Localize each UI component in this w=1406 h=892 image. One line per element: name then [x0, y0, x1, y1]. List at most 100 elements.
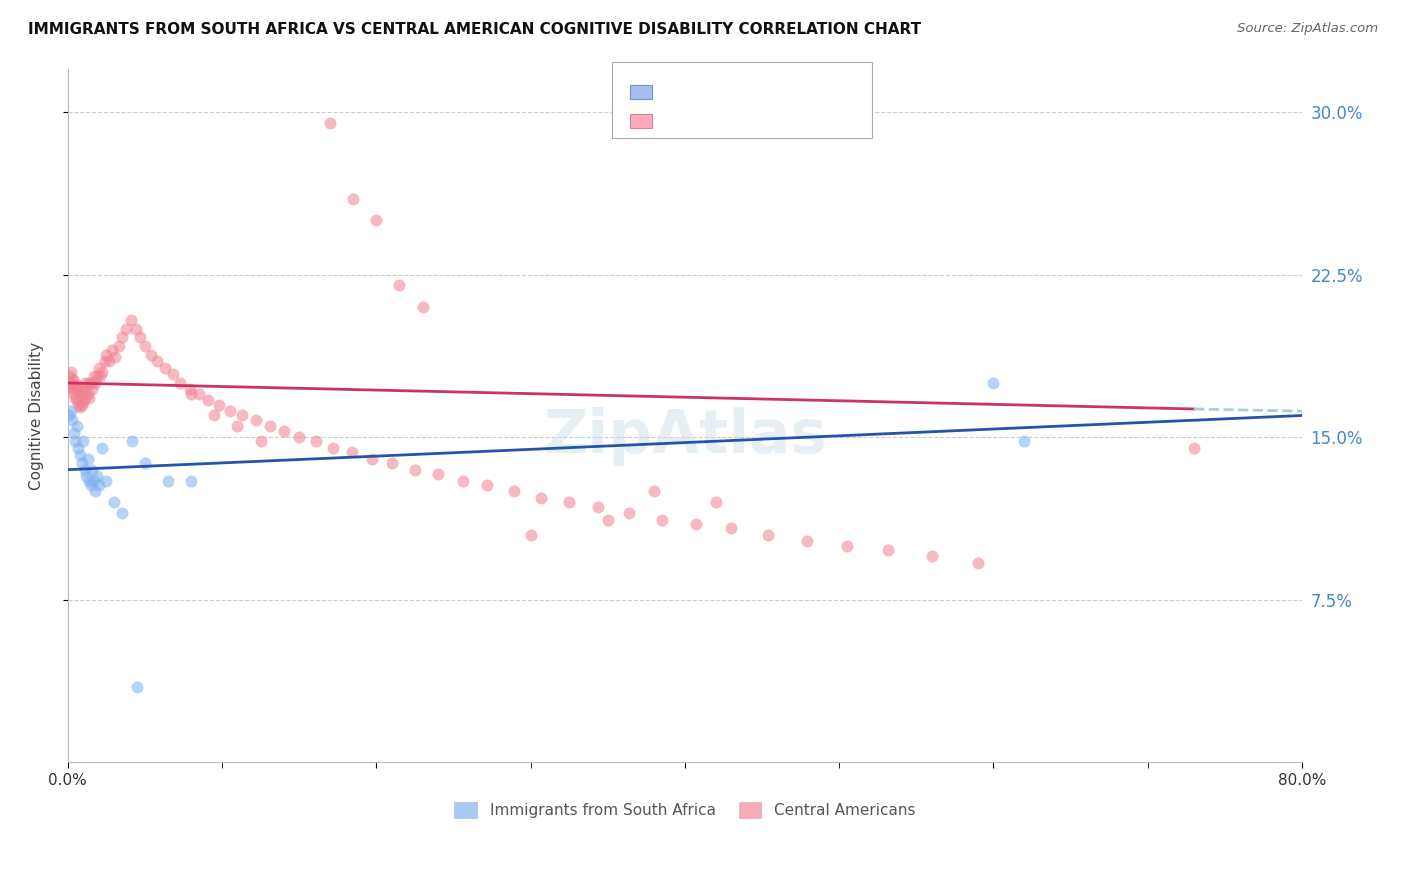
Point	[502, 484, 524, 499]
Point	[87, 478, 110, 492]
Point	[70, 456, 93, 470]
Point	[366, 213, 388, 227]
Point	[967, 556, 990, 570]
Point	[273, 424, 295, 438]
Point	[66, 380, 89, 394]
Point	[226, 419, 249, 434]
Point	[530, 491, 553, 505]
Point	[180, 386, 202, 401]
Point	[65, 434, 87, 449]
Point	[66, 393, 89, 408]
Point	[134, 339, 156, 353]
Point	[134, 456, 156, 470]
Text: R =: R =	[662, 71, 696, 87]
Point	[65, 378, 87, 392]
Point	[67, 398, 90, 412]
Point	[96, 474, 118, 488]
Point	[381, 456, 404, 470]
Point	[87, 360, 110, 375]
Point	[72, 434, 94, 449]
Point	[340, 445, 363, 459]
Point	[84, 484, 107, 499]
Point	[72, 395, 94, 409]
Point	[704, 495, 727, 509]
Point	[477, 478, 499, 492]
Point	[96, 348, 118, 362]
Point	[796, 534, 818, 549]
Point	[983, 376, 1005, 390]
Point	[90, 441, 112, 455]
Point	[588, 500, 610, 514]
Point	[305, 434, 328, 449]
Text: R =: R =	[662, 101, 696, 116]
Point	[404, 463, 426, 477]
Point	[60, 383, 83, 397]
Point	[451, 474, 474, 488]
Point	[921, 549, 943, 564]
Text: -0.173: -0.173	[690, 101, 740, 116]
Point	[66, 419, 89, 434]
Point	[82, 383, 104, 397]
Point	[129, 330, 152, 344]
Point	[643, 484, 665, 499]
Point	[70, 386, 93, 401]
Point	[202, 409, 225, 423]
Point	[89, 369, 111, 384]
Point	[1012, 434, 1035, 449]
Point	[146, 354, 169, 368]
Point	[104, 350, 127, 364]
Point	[93, 354, 115, 368]
Point	[127, 680, 149, 694]
Point	[519, 527, 541, 541]
Point	[685, 516, 707, 531]
Point	[70, 398, 93, 412]
Point	[322, 441, 344, 455]
Point	[153, 360, 176, 375]
Point	[319, 116, 342, 130]
Text: N =: N =	[758, 101, 801, 116]
Point	[59, 380, 82, 394]
Point	[124, 322, 146, 336]
Point	[83, 474, 105, 488]
Text: N =: N =	[758, 71, 801, 87]
Point	[360, 451, 382, 466]
Text: IMMIGRANTS FROM SOUTH AFRICA VS CENTRAL AMERICAN COGNITIVE DISABILITY CORRELATIO: IMMIGRANTS FROM SOUTH AFRICA VS CENTRAL …	[28, 22, 921, 37]
Point	[169, 376, 191, 390]
Point	[77, 391, 100, 405]
Point	[179, 383, 201, 397]
Point	[76, 451, 98, 466]
Point	[111, 506, 134, 520]
Text: 31: 31	[803, 71, 830, 87]
Point	[73, 376, 96, 390]
Point	[208, 398, 231, 412]
Point	[77, 376, 100, 390]
Point	[83, 369, 105, 384]
Point	[63, 374, 86, 388]
Point	[60, 371, 83, 385]
Point	[342, 192, 364, 206]
Point	[103, 495, 125, 509]
Point	[86, 369, 108, 384]
Point	[69, 386, 91, 401]
Point	[835, 539, 858, 553]
Point	[162, 368, 184, 382]
Point	[58, 376, 80, 390]
Point	[63, 425, 86, 440]
Point	[75, 469, 97, 483]
Point	[69, 400, 91, 414]
Point	[101, 343, 124, 358]
Point	[218, 404, 240, 418]
Point	[90, 365, 112, 379]
Text: ZipAtlas: ZipAtlas	[543, 407, 827, 466]
Point	[80, 478, 103, 492]
Point	[67, 383, 90, 397]
Point	[107, 339, 129, 353]
Point	[877, 543, 900, 558]
Point	[82, 463, 104, 477]
Point	[98, 354, 121, 368]
Point	[231, 409, 253, 423]
Point	[65, 391, 87, 405]
Point	[84, 376, 107, 390]
Text: 98: 98	[803, 101, 830, 116]
Point	[187, 386, 209, 401]
